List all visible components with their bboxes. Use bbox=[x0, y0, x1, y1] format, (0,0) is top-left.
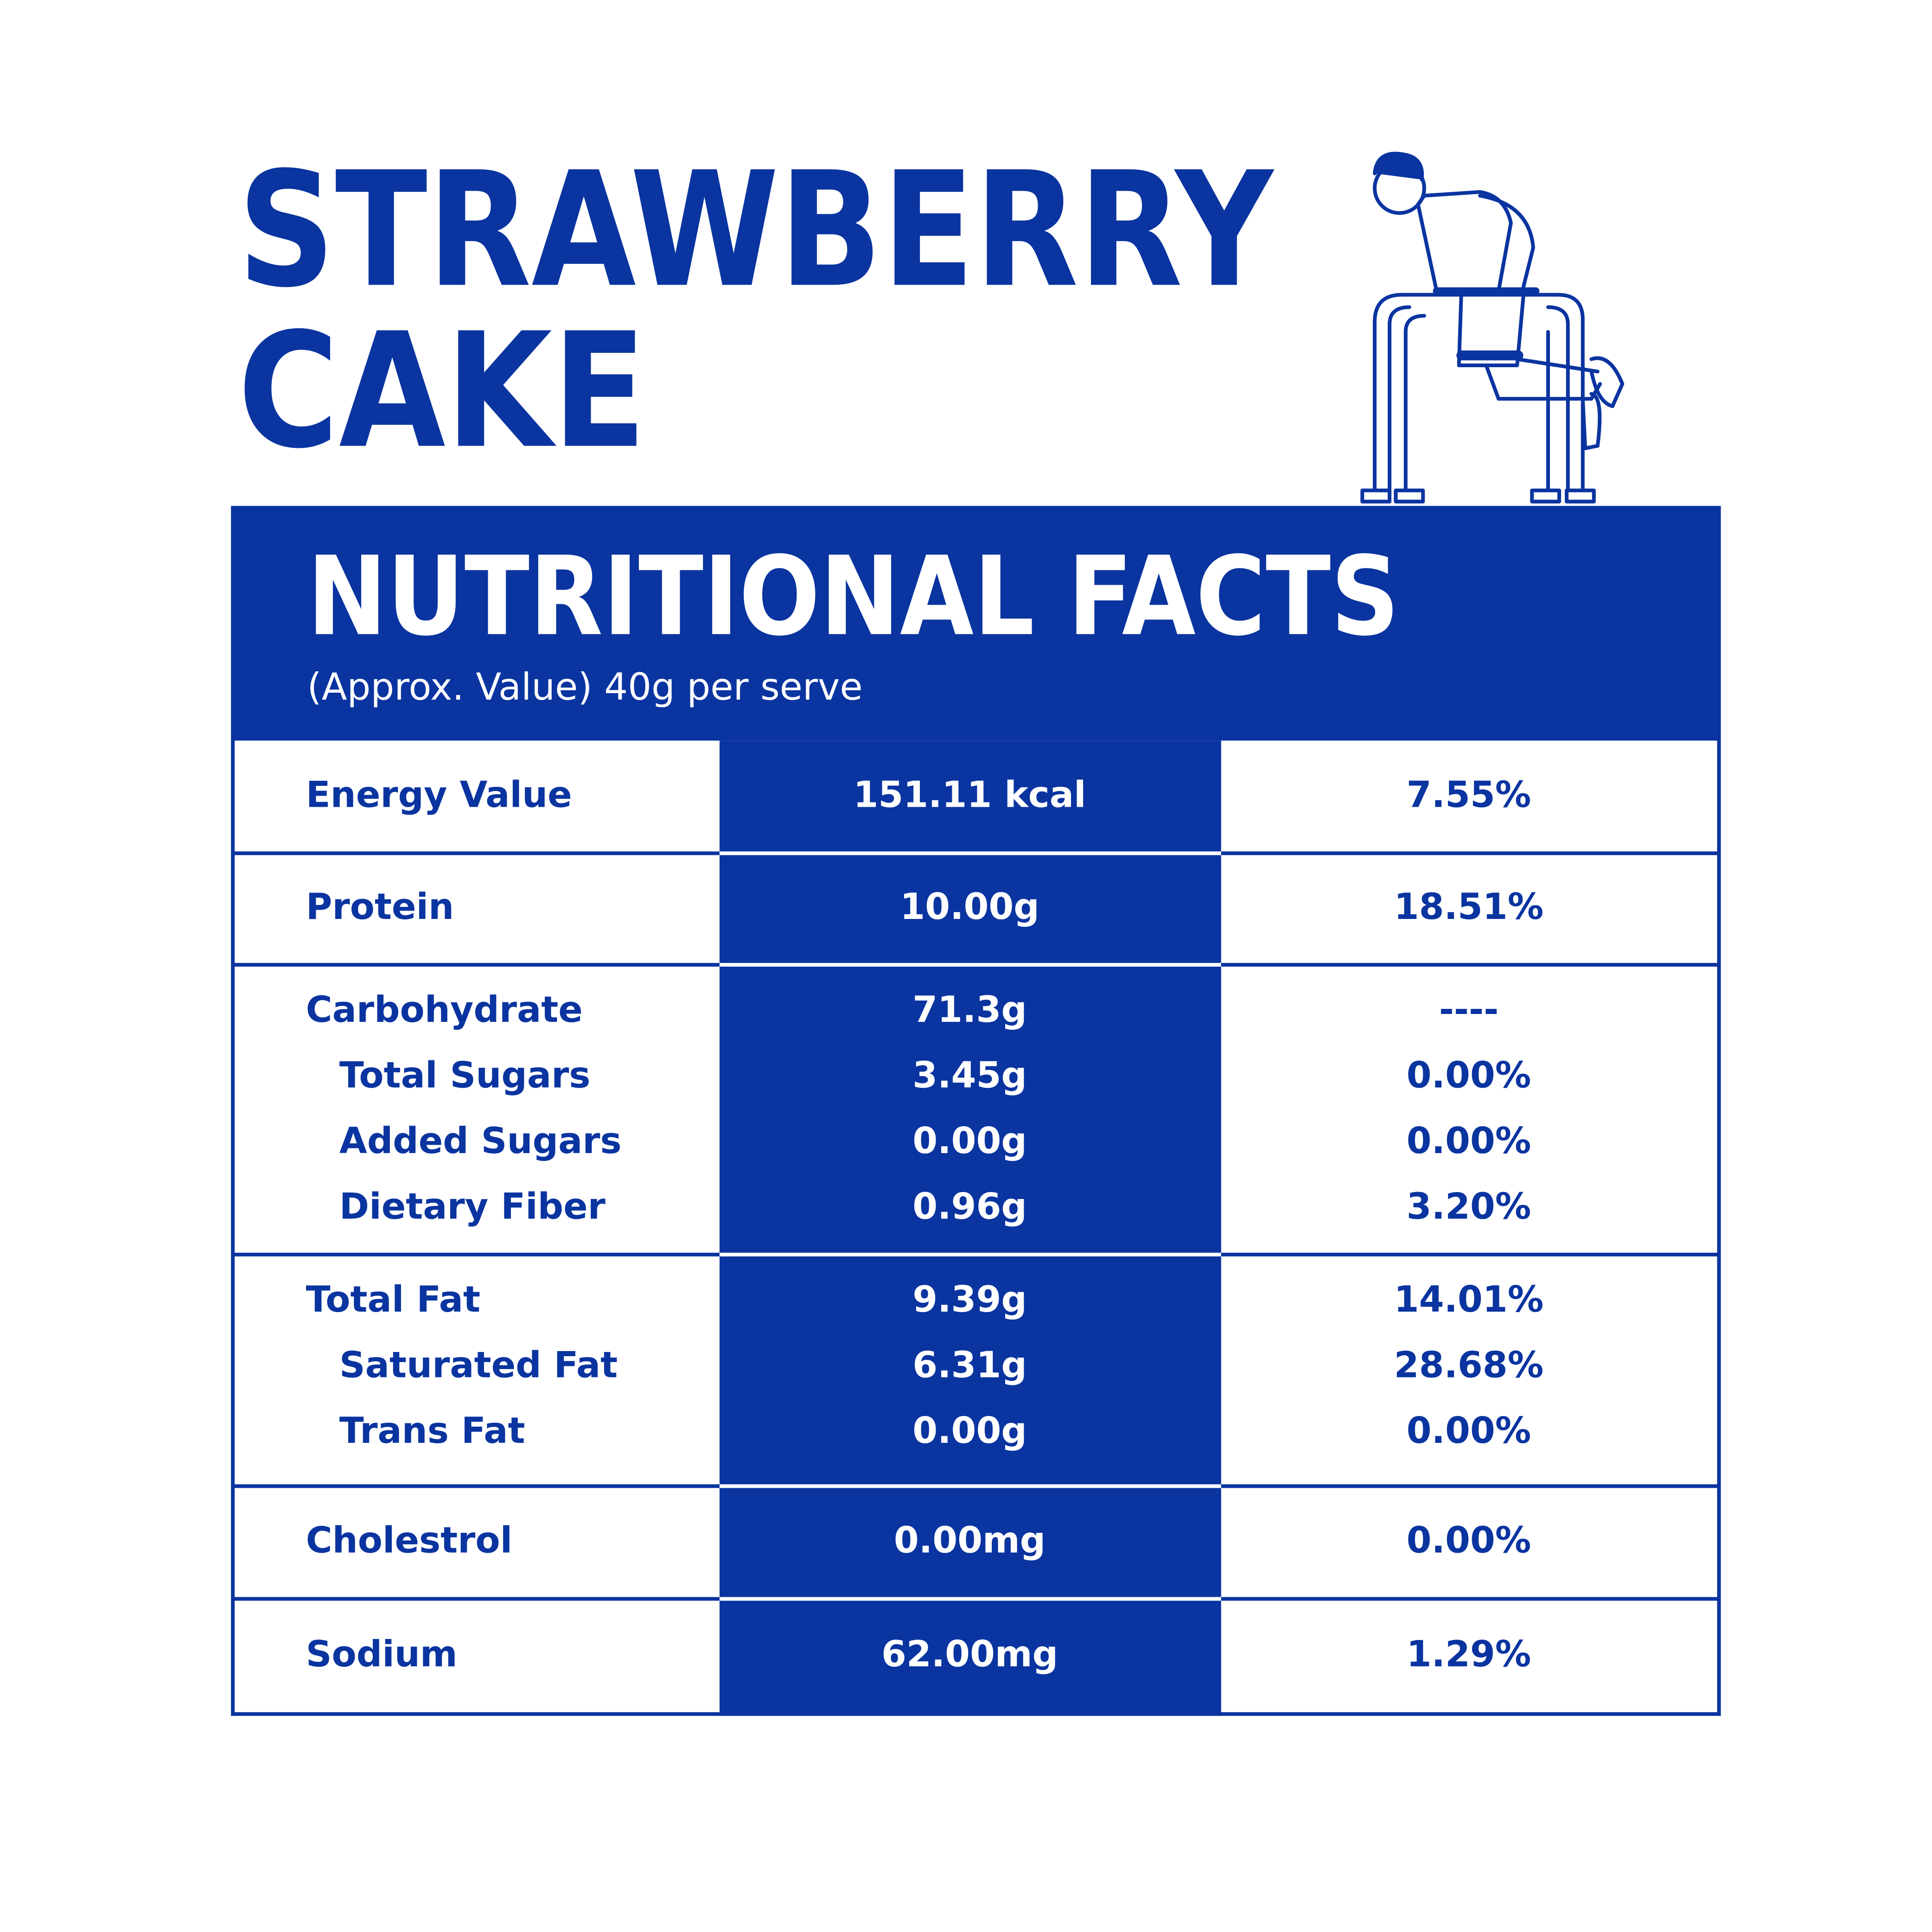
nutrient-daily-value: 18.51% bbox=[1394, 886, 1544, 928]
nutrient-daily-value: 3.20% bbox=[1407, 1186, 1531, 1228]
nutrient-amount: 9.39g bbox=[912, 1279, 1027, 1320]
nutrient-daily-value: 7.55% bbox=[1407, 774, 1531, 816]
nutrient-daily-value: 28.68% bbox=[1394, 1344, 1544, 1386]
nutrient-name: Trans Fat bbox=[339, 1410, 525, 1452]
nutrient-name: Protein bbox=[306, 886, 454, 928]
nutrient-amount: 10.00g bbox=[900, 886, 1039, 928]
nutrient-amount: 151.11 kcal bbox=[853, 774, 1086, 816]
nutrient-name: Energy Value bbox=[306, 774, 572, 816]
nutrient-daily-value: 0.00% bbox=[1407, 1519, 1531, 1561]
nutrient-name: Saturated Fat bbox=[339, 1344, 618, 1386]
nutrient-amount: 6.31g bbox=[912, 1344, 1027, 1386]
title-line: CAKE bbox=[238, 299, 646, 484]
table-header bbox=[233, 508, 1719, 741]
nutrient-name: Sodium bbox=[306, 1633, 458, 1675]
nutrient-daily-value: 0.00% bbox=[1407, 1410, 1531, 1452]
table-subheading: (Approx. Value) 40g per serve bbox=[307, 665, 862, 708]
nutrient-amount: 71.3g bbox=[912, 989, 1027, 1031]
title-line: STRAWBERRY bbox=[238, 138, 1275, 322]
nutrient-name: Dietary Fiber bbox=[339, 1186, 606, 1228]
nutrient-name: Added Sugars bbox=[339, 1120, 622, 1162]
nutrient-amount: 0.00mg bbox=[894, 1519, 1046, 1561]
nutrient-name: Cholestrol bbox=[306, 1519, 512, 1561]
table-heading: NUTRITIONAL FACTS bbox=[307, 534, 1399, 660]
illustration bbox=[1360, 152, 1625, 504]
nutrient-amount: 0.00g bbox=[912, 1120, 1027, 1162]
nutrient-name: Total Sugars bbox=[339, 1054, 590, 1096]
nutrient-daily-value: 0.00% bbox=[1407, 1120, 1531, 1162]
nutrient-daily-value: ---- bbox=[1439, 989, 1499, 1031]
amount-column bbox=[719, 740, 1221, 1714]
nutrient-amount: 62.00mg bbox=[881, 1633, 1058, 1675]
nutrient-daily-value: 0.00% bbox=[1407, 1054, 1531, 1096]
nutrient-amount: 0.00g bbox=[912, 1410, 1027, 1452]
nutrient-name: Carbohydrate bbox=[306, 989, 583, 1031]
nutrient-amount: 0.96g bbox=[912, 1186, 1027, 1228]
nutrient-amount: 3.45g bbox=[912, 1054, 1027, 1096]
table-body: Energy Value 151.11 kcal 7.55% Protein 10.00… bbox=[233, 774, 1719, 1675]
nutrient-daily-value: 14.01% bbox=[1394, 1279, 1544, 1320]
nutrient-name: Total Fat bbox=[306, 1279, 480, 1320]
nutrient-daily-value: 1.29% bbox=[1407, 1633, 1531, 1675]
